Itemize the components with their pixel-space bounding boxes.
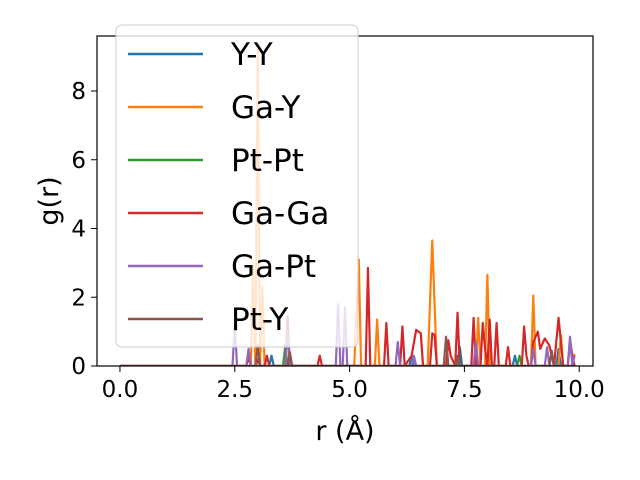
- legend: Y-Y Ga-Y Pt-Pt Ga-Ga Ga-Pt Pt-Y: [115, 24, 359, 348]
- series-layer: [119, 48, 576, 366]
- x-tick-label: 7.5: [446, 377, 483, 403]
- y-tick-label: 8: [71, 79, 86, 105]
- y-tick-label: 4: [71, 217, 86, 243]
- legend-label-pt-y: Pt-Y: [231, 302, 288, 338]
- series-line-pt-y: [119, 335, 575, 366]
- legend-box: [115, 24, 359, 348]
- x-tick-label: 2.5: [216, 377, 253, 403]
- x-tick-label: 0.0: [102, 377, 139, 403]
- x-tick-label: 10.0: [554, 377, 605, 403]
- series-line-ga-y: [119, 48, 576, 366]
- y-tick-label: 6: [71, 148, 86, 174]
- x-axis-label: r (Å): [315, 415, 374, 447]
- y-axis-label: g(r): [34, 176, 65, 225]
- x-axis: 0.0 2.5 5.0 7.5 10.0: [102, 366, 605, 403]
- y-tick-label: 2: [71, 285, 86, 311]
- y-axis: 0 2 4 6 8: [71, 79, 97, 380]
- series-line-ga-pt: [119, 303, 576, 366]
- legend-label-ga-y: Ga-Y: [231, 90, 301, 126]
- legend-label-ga-ga: Ga-Ga: [231, 196, 329, 232]
- legend-label-pt-pt: Pt-Pt: [231, 143, 304, 179]
- legend-label-y-y: Y-Y: [230, 37, 273, 73]
- x-tick-label: 5.0: [331, 377, 368, 403]
- legend-label-ga-pt: Ga-Pt: [231, 249, 316, 285]
- y-tick-label: 0: [71, 354, 86, 380]
- legend-entries: Y-Y Ga-Y Pt-Pt Ga-Ga Ga-Pt Pt-Y: [128, 37, 329, 338]
